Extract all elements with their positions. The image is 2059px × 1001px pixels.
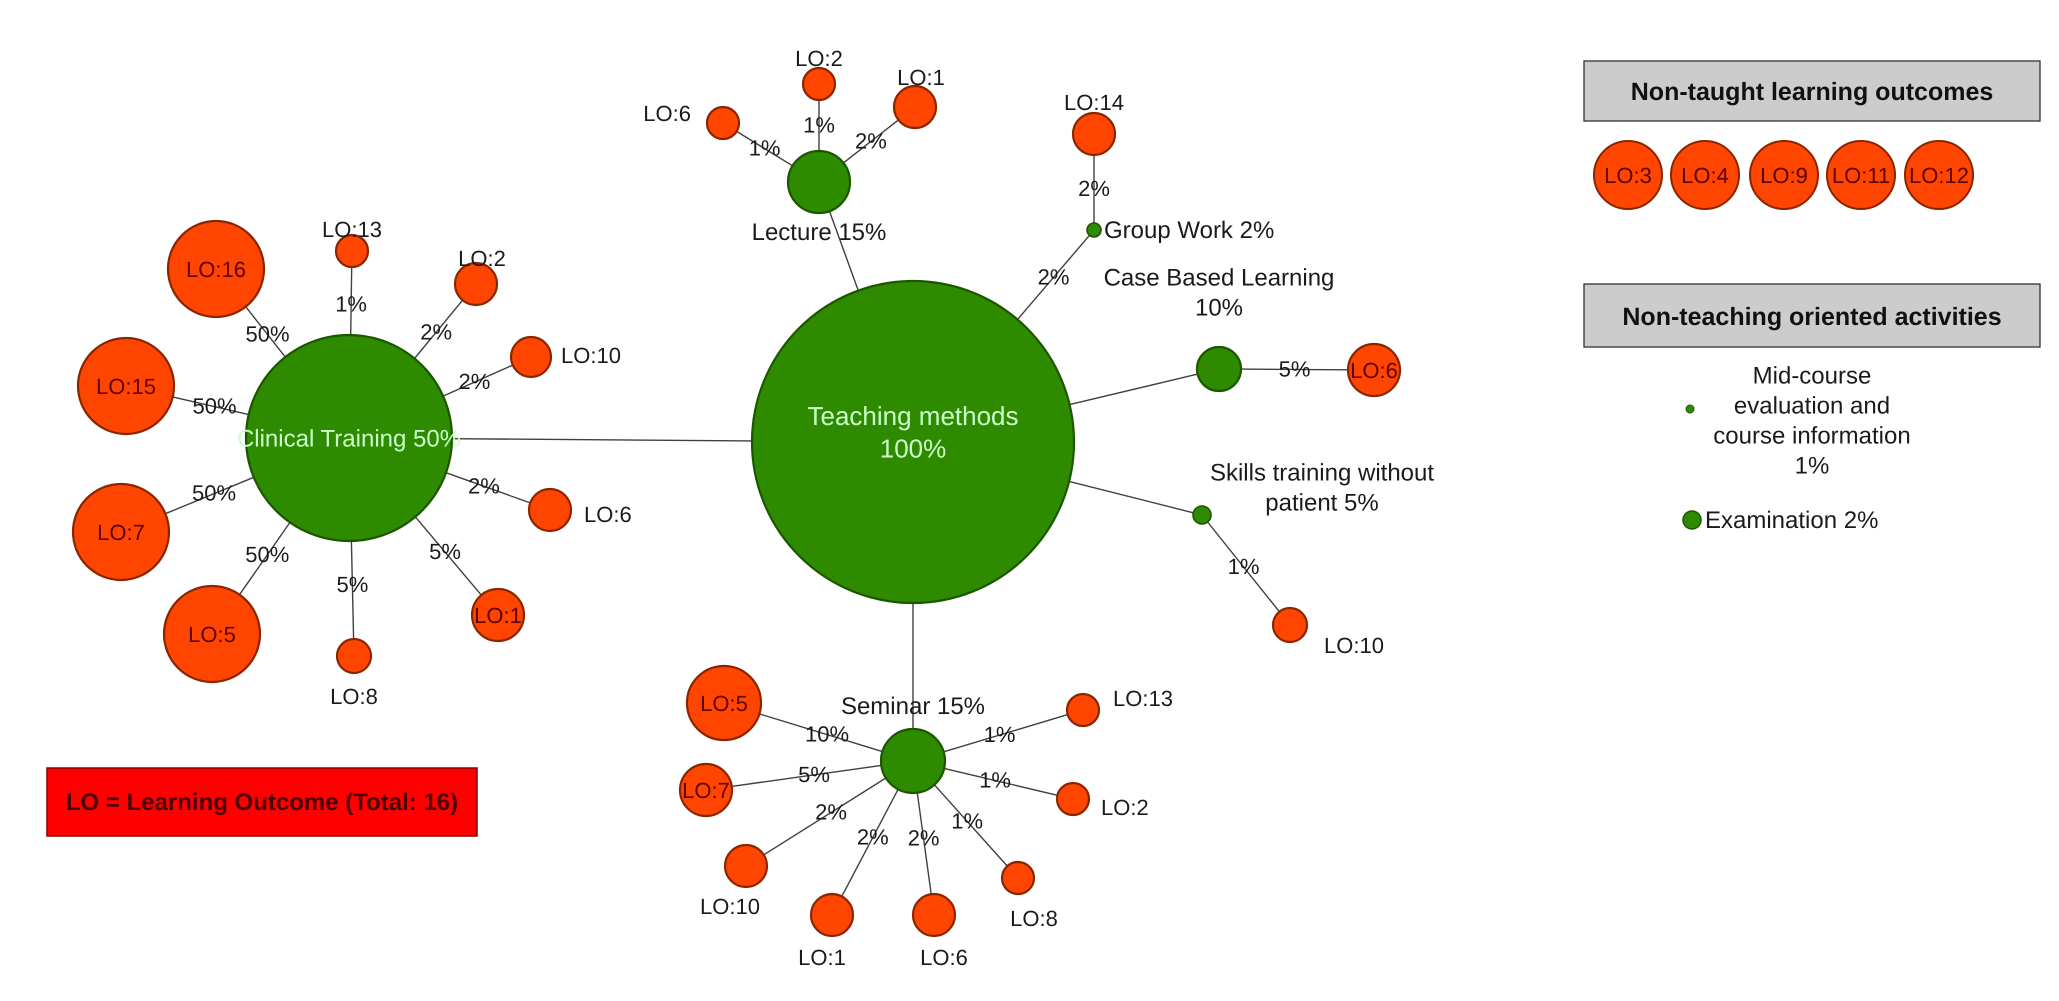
svg-text:5%: 5% [429,539,461,564]
svg-text:LO:9: LO:9 [1760,163,1808,188]
svg-text:Lecture 15%: Lecture 15% [752,219,887,246]
svg-text:2%: 2% [815,800,847,825]
svg-text:LO:1: LO:1 [474,603,522,628]
svg-text:LO:5: LO:5 [188,622,236,647]
svg-text:LO:14: LO:14 [1064,90,1124,115]
svg-text:LO:6: LO:6 [584,502,632,527]
svg-text:LO:7: LO:7 [682,778,730,803]
svg-text:LO:10: LO:10 [561,343,621,368]
svg-text:2%: 2% [908,825,940,850]
svg-text:2%: 2% [1078,176,1110,201]
svg-text:LO:10: LO:10 [700,894,760,919]
svg-text:1%: 1% [951,808,983,833]
svg-text:LO:8: LO:8 [1010,906,1058,931]
svg-text:LO:15: LO:15 [96,374,156,399]
svg-text:patient 5%: patient 5% [1265,489,1378,516]
svg-text:50%: 50% [245,542,289,567]
svg-text:course information: course information [1713,422,1910,449]
svg-text:5%: 5% [798,762,830,787]
svg-text:Examination 2%: Examination 2% [1705,507,1878,534]
svg-text:LO:4: LO:4 [1681,163,1729,188]
svg-text:LO:2: LO:2 [458,246,506,271]
svg-text:Clinical Training 50%: Clinical Training 50% [237,425,461,452]
svg-text:LO:1: LO:1 [897,65,945,90]
svg-text:Non-teaching oriented activiti: Non-teaching oriented activities [1622,303,2001,331]
svg-text:LO:6: LO:6 [643,101,691,126]
svg-text:Seminar 15%: Seminar 15% [841,693,985,720]
svg-text:50%: 50% [245,321,289,346]
svg-text:2%: 2% [468,473,500,498]
svg-text:LO:6: LO:6 [920,945,968,970]
svg-text:1%: 1% [984,722,1016,747]
svg-text:5%: 5% [337,572,369,597]
svg-text:LO:2: LO:2 [1101,795,1149,820]
svg-text:LO:5: LO:5 [700,691,748,716]
svg-text:Skills training without: Skills training without [1210,459,1434,486]
svg-text:100%: 100% [880,433,947,463]
svg-text:10%: 10% [805,722,849,747]
svg-text:1%: 1% [1228,554,1260,579]
svg-text:2%: 2% [459,369,491,394]
svg-text:LO:2: LO:2 [795,46,843,71]
svg-text:50%: 50% [192,481,236,506]
svg-text:5%: 5% [1279,357,1311,382]
svg-text:LO:8: LO:8 [330,684,378,709]
svg-text:1%: 1% [335,291,367,316]
svg-text:LO:7: LO:7 [97,520,145,545]
svg-text:LO:6: LO:6 [1350,358,1398,383]
svg-text:Teaching methods: Teaching methods [807,401,1018,431]
svg-text:50%: 50% [192,394,236,419]
svg-text:1%: 1% [979,768,1011,793]
svg-text:2%: 2% [420,319,452,344]
svg-text:2%: 2% [855,128,887,153]
svg-text:LO:3: LO:3 [1604,163,1652,188]
svg-text:1%: 1% [1795,452,1830,479]
svg-text:LO:16: LO:16 [186,257,246,282]
svg-text:LO:12: LO:12 [1909,163,1969,188]
svg-text:1%: 1% [803,113,835,138]
svg-text:Group Work 2%: Group Work 2% [1104,217,1274,244]
svg-text:LO:13: LO:13 [322,217,382,242]
svg-text:Case Based Learning: Case Based Learning [1104,264,1335,291]
svg-text:Non-taught learning outcomes: Non-taught learning outcomes [1631,78,1994,106]
svg-text:LO:11: LO:11 [1832,163,1890,188]
svg-text:LO:10: LO:10 [1324,633,1384,658]
svg-text:1%: 1% [749,136,781,161]
svg-text:2%: 2% [857,825,889,850]
svg-text:LO:13: LO:13 [1113,686,1173,711]
svg-text:Mid-course: Mid-course [1753,362,1872,389]
svg-text:2%: 2% [1038,264,1070,289]
svg-text:evaluation and: evaluation and [1734,392,1890,419]
svg-text:LO:1: LO:1 [798,945,846,970]
svg-text:LO = Learning Outcome (Total:: LO = Learning Outcome (Total: 16) [66,789,458,816]
svg-text:10%: 10% [1195,294,1243,321]
